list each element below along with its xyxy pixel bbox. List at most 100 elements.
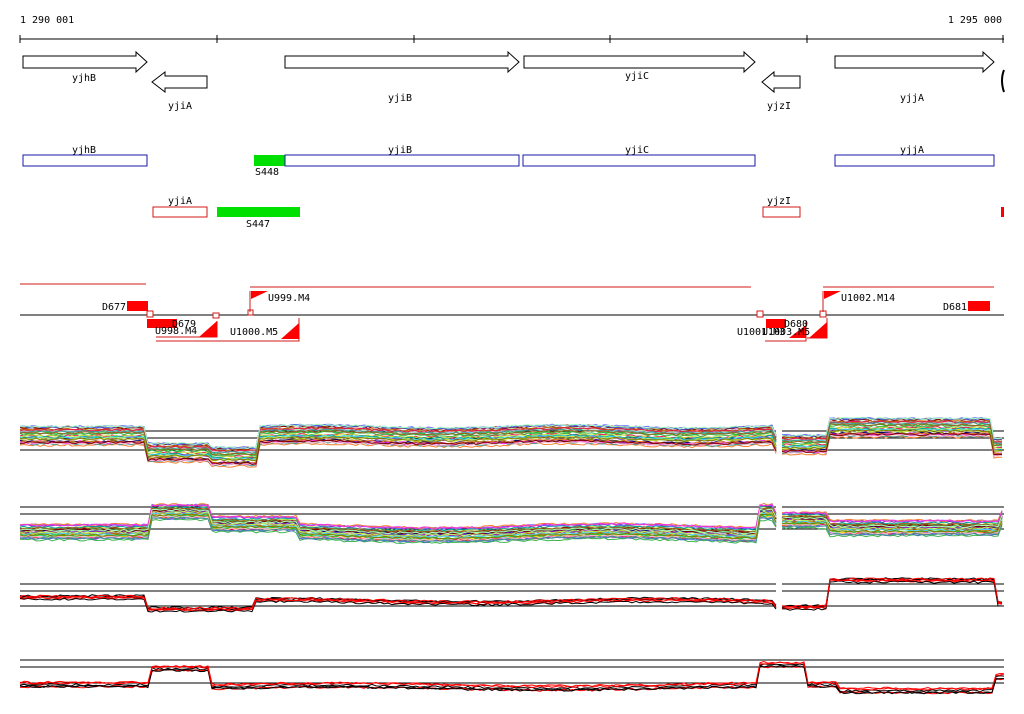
cds-box-yjjA[interactable] — [834, 154, 995, 167]
expression-trace — [19, 508, 777, 535]
expression-trace — [19, 594, 777, 610]
expression-panel-1 — [19, 416, 1004, 468]
cds-label-yjzI: yjzI — [767, 196, 791, 207]
d677-label: D677 — [102, 302, 126, 313]
ruler-end-label: 1 295 000 — [948, 15, 1002, 26]
expression-trace — [19, 516, 777, 543]
expression-trace — [781, 521, 1003, 535]
expression-trace — [782, 580, 1003, 611]
u1001-label: U1001.M3 — [737, 327, 785, 338]
expression-trace — [781, 432, 1003, 455]
d677-block[interactable] — [127, 301, 148, 311]
expression-trace — [781, 432, 1003, 456]
cds-box-yjzI[interactable] — [762, 206, 801, 218]
expression-trace — [19, 663, 1005, 693]
coordinate-ruler: 1 290 001 1 295 000 — [19, 15, 1004, 43]
gene-label-yjzI: yjzI — [767, 101, 791, 112]
gene-arrow-yjiB[interactable] — [284, 50, 520, 74]
site-marker — [756, 310, 764, 318]
expression-trace — [781, 513, 1003, 525]
s448-highlight[interactable] — [254, 155, 285, 166]
cds-forward-track: yjhB yjiB yjiC yjjA S448 — [22, 145, 995, 178]
s447-highlight[interactable] — [217, 207, 300, 217]
expression-trace — [781, 426, 1003, 449]
u1001-flag-head — [789, 325, 806, 338]
expression-trace — [19, 435, 777, 462]
expression-trace — [781, 516, 1003, 530]
cds-label-yjhB: yjhB — [72, 145, 96, 156]
gene-arrow-yjzI[interactable] — [761, 70, 801, 94]
s448-label: S448 — [255, 167, 279, 178]
expression-trace — [781, 523, 1003, 536]
expression-trace — [781, 423, 1003, 447]
expression-trace — [781, 525, 1003, 538]
expression-trace — [19, 518, 777, 544]
cds-label-yjiA: yjiA — [168, 196, 192, 207]
cds-box-yjiC[interactable] — [522, 154, 756, 167]
gene-label-yjiC: yjiC — [625, 71, 649, 82]
u998-label: U998.M4 — [155, 326, 197, 337]
gene-arrow-edge — [1001, 69, 1005, 93]
expression-trace — [19, 665, 1005, 695]
cds-label-yjiB: yjiB — [388, 145, 412, 156]
cds-box-yjiA[interactable] — [152, 206, 208, 218]
gene-label-yjhB: yjhB — [72, 73, 96, 84]
expression-trace — [19, 661, 1005, 691]
expression-trace — [19, 597, 777, 613]
expression-trace — [19, 515, 777, 542]
expression-panel-4 — [19, 659, 1005, 695]
d681-label: D681 — [943, 302, 967, 313]
expression-trace — [19, 507, 777, 533]
expression-trace — [781, 424, 1003, 447]
u998-flag-head — [199, 321, 217, 337]
d680-label: D680 — [784, 319, 808, 330]
u1000-label: U1000.M5 — [230, 327, 278, 338]
expression-trace — [781, 420, 1003, 443]
expression-trace — [20, 510, 777, 537]
u1002-label: U1002.M14 — [841, 293, 895, 304]
expression-trace — [781, 429, 1003, 452]
expression-trace — [781, 520, 1003, 533]
u999-flag[interactable] — [251, 291, 268, 299]
expression-trace — [19, 442, 777, 468]
u1002-flag[interactable] — [824, 291, 841, 299]
expression-trace — [19, 503, 777, 530]
gene-label-yjiB: yjiB — [388, 93, 412, 104]
cds-label-yjiC: yjiC — [625, 145, 649, 156]
gene-label-yjjA: yjjA — [900, 93, 924, 104]
u999-label: U999.M4 — [268, 293, 310, 304]
site-marker — [146, 310, 154, 318]
gene-arrow-yjhB[interactable] — [22, 50, 148, 74]
expression-trace — [781, 511, 1003, 523]
gene-arrow-yjiA[interactable] — [151, 70, 208, 94]
gene-arrow-yjjA[interactable] — [834, 50, 995, 74]
ruler-start-label: 1 290 001 — [20, 15, 74, 26]
u1003-label: U1003.M5 — [762, 327, 810, 338]
expression-trace — [19, 423, 777, 450]
gene-arrow-track — [22, 50, 1005, 94]
d679-label: D679 — [172, 319, 196, 330]
expression-trace — [781, 515, 1003, 528]
expression-trace — [19, 503, 777, 530]
cds-box-yjhB[interactable] — [22, 154, 148, 167]
s447-label: S447 — [246, 219, 270, 230]
d679-block[interactable] — [147, 319, 177, 328]
cds-box-yjiB[interactable] — [284, 154, 520, 167]
gene-arrow-yjiC[interactable] — [523, 50, 756, 74]
expression-trace — [781, 421, 1003, 445]
site-marker — [212, 312, 220, 319]
expression-trace — [781, 416, 1003, 440]
u1000-flag-head — [281, 323, 299, 339]
expression-trace — [19, 439, 777, 466]
expression-trace — [781, 578, 1003, 609]
expression-trace — [781, 429, 1003, 452]
expression-panel-3 — [19, 577, 1004, 613]
cds-reverse-track: yjiA yjzI S447 — [152, 196, 1004, 230]
d680-block[interactable] — [766, 319, 786, 328]
u1003-flag-head — [809, 322, 827, 338]
expression-panel-2 — [19, 502, 1004, 544]
d681-block[interactable] — [968, 301, 990, 311]
expression-trace — [781, 577, 1003, 608]
expression-trace — [19, 429, 777, 456]
